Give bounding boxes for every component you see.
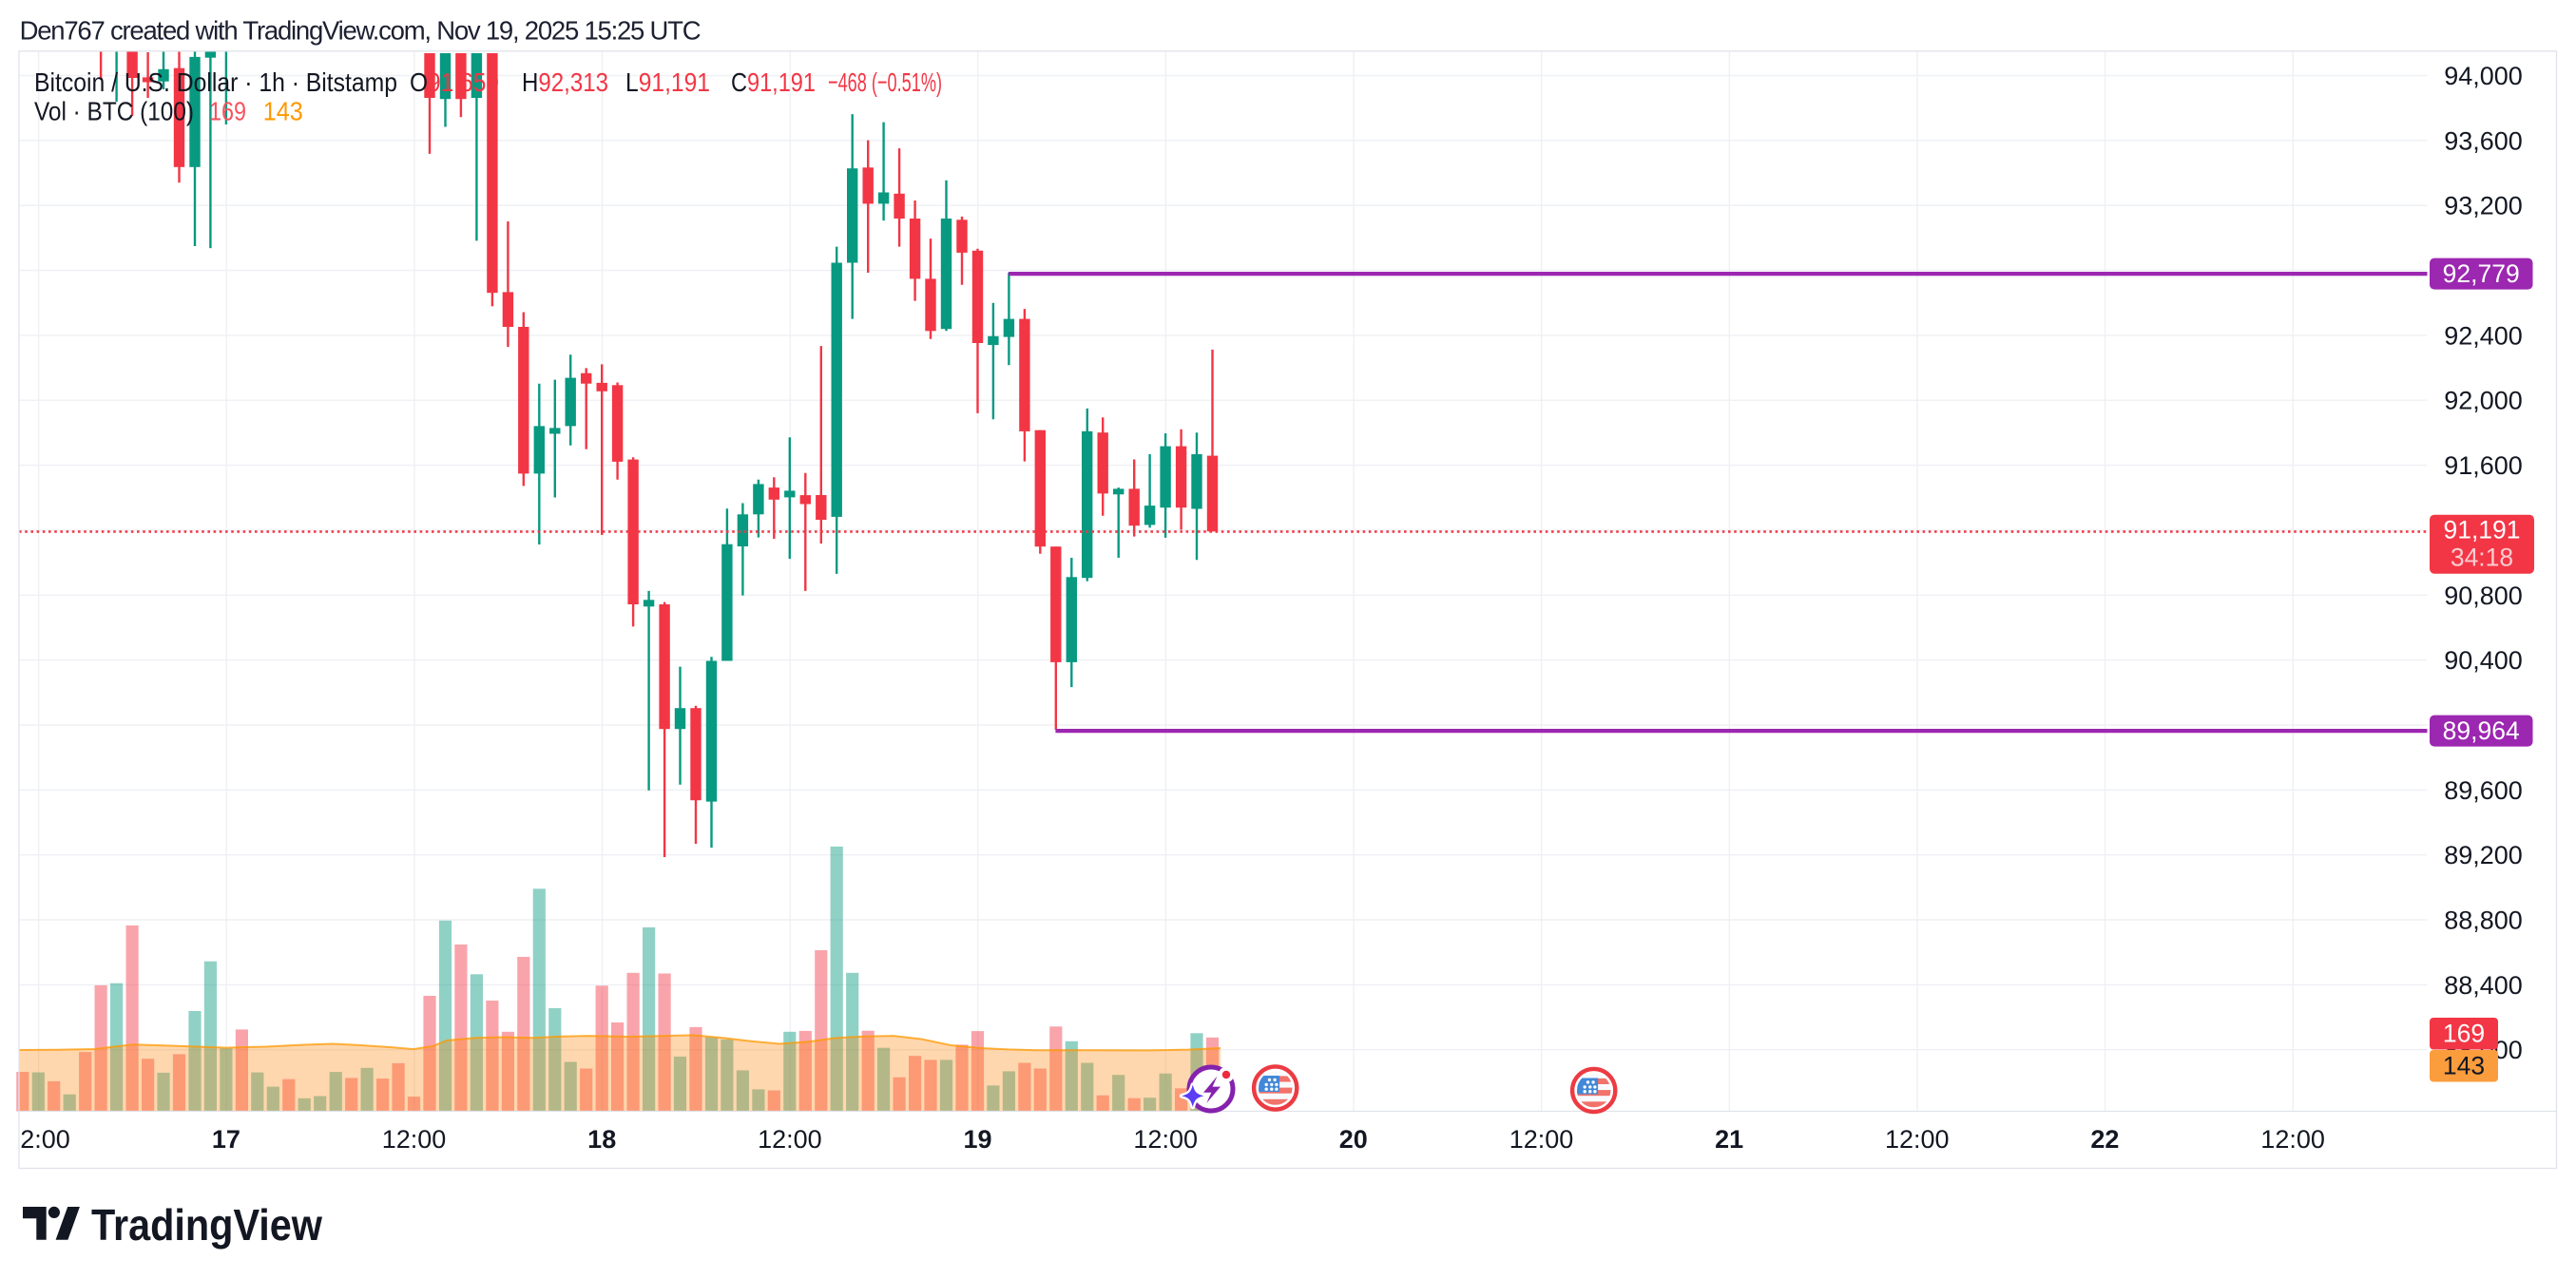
svg-text:Bitcoin / U.S. Dollar · 1h · B: Bitcoin / U.S. Dollar · 1h · Bitstamp — [34, 67, 397, 97]
svg-text:143: 143 — [263, 97, 303, 126]
svg-text:18: 18 — [587, 1125, 616, 1154]
svg-text:H92,313: H92,313 — [522, 67, 608, 97]
svg-text:91,191: 91,191 — [2443, 516, 2520, 544]
svg-text:12:00: 12:00 — [1885, 1125, 1950, 1154]
svg-text:21: 21 — [1715, 1125, 1743, 1154]
svg-text:TradingView: TradingView — [91, 1200, 323, 1250]
svg-text:34:18: 34:18 — [2451, 544, 2513, 572]
svg-text:93,200: 93,200 — [2444, 192, 2523, 220]
svg-text:Den767 created with TradingVie: Den767 created with TradingView.com, Nov… — [20, 16, 702, 46]
svg-text:169: 169 — [2443, 1020, 2485, 1048]
svg-text:19: 19 — [963, 1125, 991, 1154]
svg-text:12:00: 12:00 — [1509, 1125, 1574, 1154]
svg-text:92,000: 92,000 — [2444, 387, 2523, 415]
svg-text:90,800: 90,800 — [2444, 582, 2523, 610]
svg-text:C91,191: C91,191 — [731, 67, 816, 97]
svg-text:169: 169 — [209, 97, 246, 126]
svg-text:Vol · BTC (100): Vol · BTC (100) — [34, 97, 194, 126]
svg-text:17: 17 — [212, 1125, 240, 1154]
svg-text:12:00: 12:00 — [2260, 1125, 2325, 1154]
svg-text:143: 143 — [2443, 1052, 2485, 1080]
svg-text:12:00: 12:00 — [382, 1125, 447, 1154]
svg-text:2:00: 2:00 — [20, 1125, 70, 1154]
svg-text:20: 20 — [1339, 1125, 1368, 1154]
svg-text:12:00: 12:00 — [1133, 1125, 1198, 1154]
svg-text:90,400: 90,400 — [2444, 646, 2523, 675]
svg-text:L91,191: L91,191 — [625, 67, 710, 97]
svg-text:89,600: 89,600 — [2444, 776, 2523, 805]
svg-text:94,000: 94,000 — [2444, 62, 2523, 90]
svg-text:89,964: 89,964 — [2443, 716, 2520, 745]
svg-text:22: 22 — [2090, 1125, 2119, 1154]
svg-text:88,400: 88,400 — [2444, 971, 2523, 1000]
svg-text:89,200: 89,200 — [2444, 841, 2523, 869]
svg-text:91,600: 91,600 — [2444, 451, 2523, 480]
svg-text:O91,659: O91,659 — [410, 67, 499, 97]
svg-text:92,400: 92,400 — [2444, 321, 2523, 350]
svg-text:12:00: 12:00 — [758, 1125, 822, 1154]
svg-text:92,779: 92,779 — [2443, 259, 2520, 288]
svg-text:93,600: 93,600 — [2444, 126, 2523, 155]
svg-text:88,800: 88,800 — [2444, 907, 2523, 935]
svg-text:−468 (−0.51%): −468 (−0.51%) — [828, 67, 942, 97]
